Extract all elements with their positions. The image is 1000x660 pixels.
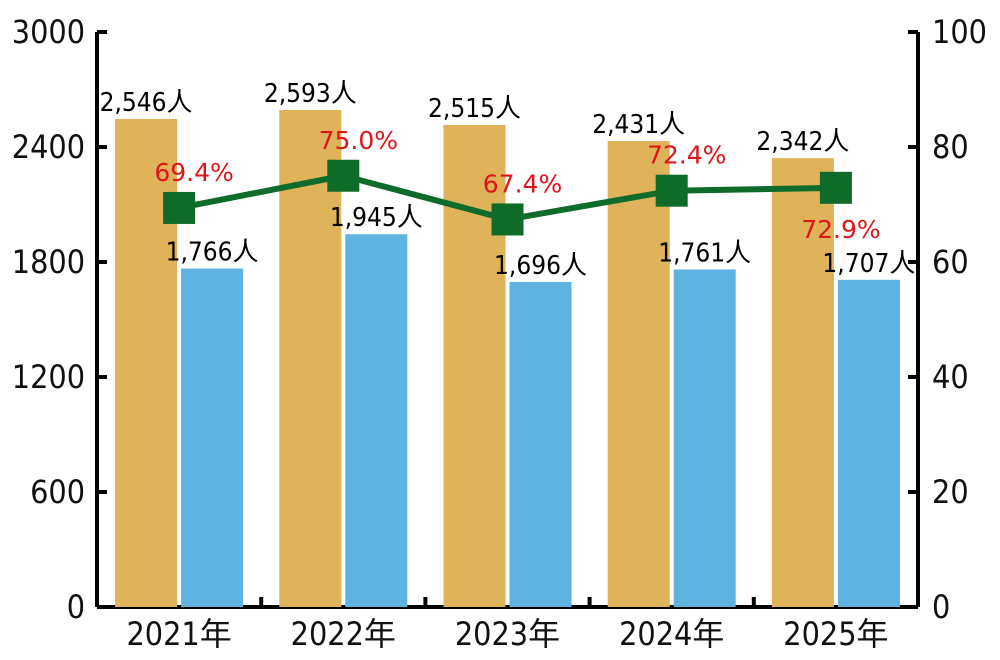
right-tick-label: 100 [932, 13, 987, 51]
bar [181, 268, 244, 607]
left-tick-label: 0 [67, 588, 85, 626]
right-tick-label: 40 [932, 358, 969, 396]
right-tick-label: 0 [932, 588, 950, 626]
bar-value-label: 1,696人 [494, 251, 587, 281]
bar [509, 281, 572, 607]
x-tick-label: 2024年 [619, 615, 724, 653]
rate-marker [327, 159, 360, 192]
x-axis: 2021年 2022年 2023年 2024年 2025年 [126, 597, 889, 653]
left-tick-label: 1800 [12, 243, 85, 281]
rate-marker [163, 191, 196, 224]
right-tick-label: 20 [932, 473, 969, 511]
bar-value-label: 1,761人 [658, 238, 751, 268]
bar [673, 269, 736, 607]
bar-value-label: 2,593人 [264, 79, 357, 109]
right-tick-label: 80 [932, 128, 969, 166]
rate-value-label: 72.4% [647, 141, 726, 170]
bar [279, 110, 342, 607]
left-tick-label: 2400 [12, 128, 85, 166]
bar [345, 234, 408, 608]
x-tick-label: 2021年 [126, 615, 231, 653]
bar-value-label: 2,431人 [592, 110, 685, 140]
rate-value-label: 69.4% [154, 158, 233, 187]
rate-value-label: 67.4% [483, 169, 562, 198]
left-tick-label: 1200 [12, 358, 85, 396]
x-tick-label: 2022年 [291, 615, 396, 653]
rate-marker [491, 203, 524, 236]
right-axis: 0 20 40 60 80 100 [908, 13, 987, 626]
bar-value-label: 2,515人 [428, 94, 521, 124]
left-tick-label: 600 [30, 473, 85, 511]
bar-value-label: 2,342人 [756, 127, 849, 157]
bar-value-label: 1,766人 [166, 238, 259, 268]
rate-value-label: 72.9% [801, 215, 880, 244]
bar [607, 141, 670, 607]
x-tick-label: 2023年 [455, 615, 560, 653]
bar-value-label: 1,707人 [822, 249, 915, 279]
x-tick-label: 2025年 [783, 615, 888, 653]
left-tick-label: 3000 [12, 13, 85, 51]
right-tick-label: 60 [932, 243, 969, 281]
rate-marker [655, 174, 688, 207]
bar-value-label: 2,546人 [100, 88, 193, 118]
data-labels: 2,546人 2,593人 2,515人 2,431人 2,342人 1,766人 1,94… [100, 79, 916, 281]
rate-value-label: 75.0% [319, 126, 398, 155]
bar-value-label: 1,945人 [330, 203, 423, 233]
left-axis: 0 600 1200 1800 2400 3000 [12, 13, 107, 626]
bar [771, 158, 834, 607]
rate-marker [819, 171, 852, 204]
bar [837, 279, 900, 607]
rate-line [163, 159, 852, 236]
